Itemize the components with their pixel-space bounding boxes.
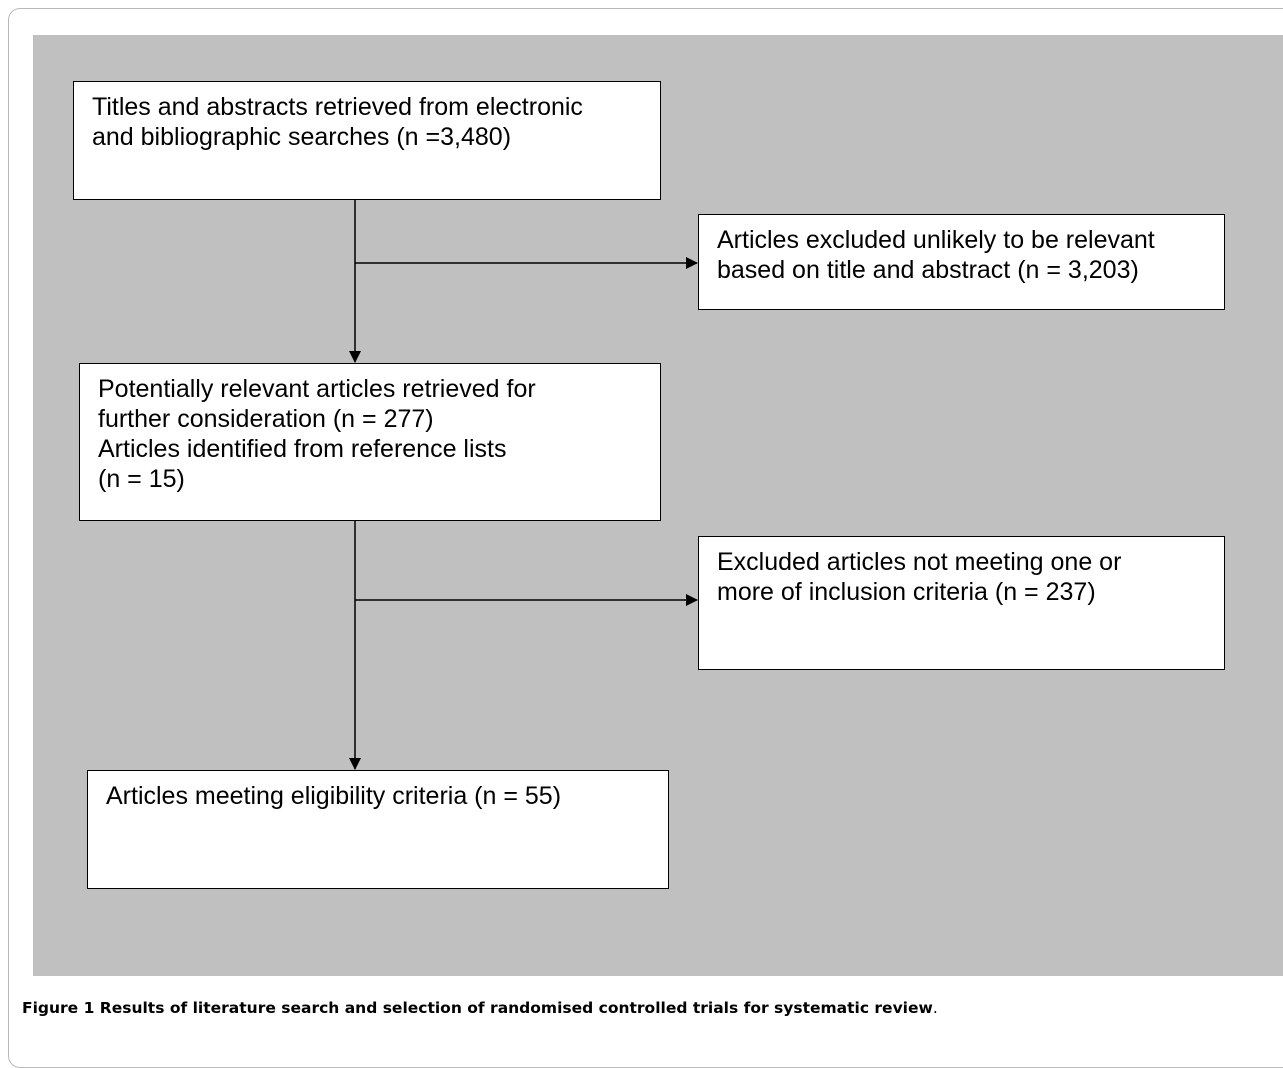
flow-arrows	[349, 199, 698, 770]
figure-caption: Figure 1 Results of literature search an…	[22, 999, 938, 1017]
box-line: Excluded articles not meeting one or	[717, 548, 1122, 576]
box-line: Articles excluded unlikely to be relevan…	[717, 226, 1155, 254]
caption-label: Figure 1	[22, 999, 95, 1017]
caption-end: .	[932, 999, 938, 1017]
box-excluded-title-abstract: Articles excluded unlikely to be relevan…	[698, 214, 1225, 310]
box-line: more of inclusion criteria (n = 237)	[717, 578, 1096, 606]
box-eligible: Articles meeting eligibility criteria (n…	[87, 770, 669, 889]
box-line: Articles meeting eligibility criteria (n…	[106, 782, 562, 810]
box-line: Articles identified from reference lists	[98, 435, 507, 463]
box-potentially-relevant: Potentially relevant articles retrieved …	[79, 363, 661, 521]
box-line: Titles and abstracts retrieved from elec…	[92, 93, 583, 121]
box-excluded-criteria: Excluded articles not meeting one or mor…	[698, 536, 1225, 670]
box-line: further consideration (n = 277)	[98, 405, 434, 433]
box-line: and bibliographic searches (n =3,480)	[92, 123, 512, 151]
box-search-results: Titles and abstracts retrieved from elec…	[73, 81, 661, 200]
box-line: Potentially relevant articles retrieved …	[98, 375, 536, 403]
box-line: based on title and abstract (n = 3,203)	[717, 256, 1139, 284]
caption-text: Results of literature search and selecti…	[94, 999, 933, 1017]
box-line: (n = 15)	[98, 465, 185, 493]
